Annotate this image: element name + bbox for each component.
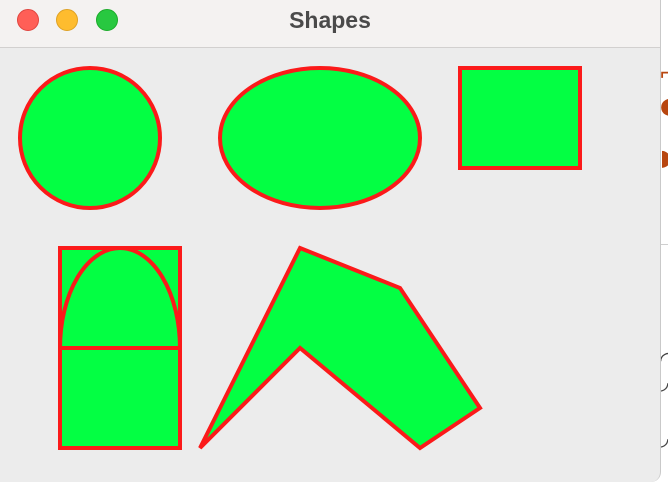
window-titlebar[interactable]: Shapes [0, 0, 660, 48]
minimize-button[interactable] [56, 9, 78, 31]
background-window-glyph: ◖ [660, 94, 668, 119]
polygon-shape [198, 245, 483, 451]
zoom-button[interactable] [96, 9, 118, 31]
circle-shape [18, 66, 162, 210]
background-window-glyph: ◜ [660, 348, 668, 373]
semi-ellipse-arc [58, 246, 182, 349]
background-window-divider [655, 244, 668, 245]
close-button[interactable] [17, 9, 39, 31]
rectangle-shape [458, 66, 582, 170]
background-window-glyph: ⌐ [659, 64, 668, 86]
arch-rectangle-shape [58, 246, 182, 450]
drawing-canvas [18, 66, 582, 451]
background-window-glyph: ◗ [660, 146, 668, 171]
ellipse-shape [218, 66, 422, 210]
background-window-glyph: ◞ [660, 370, 668, 395]
window-title: Shapes [289, 7, 371, 33]
background-window-glyph: ◞ [660, 426, 668, 451]
